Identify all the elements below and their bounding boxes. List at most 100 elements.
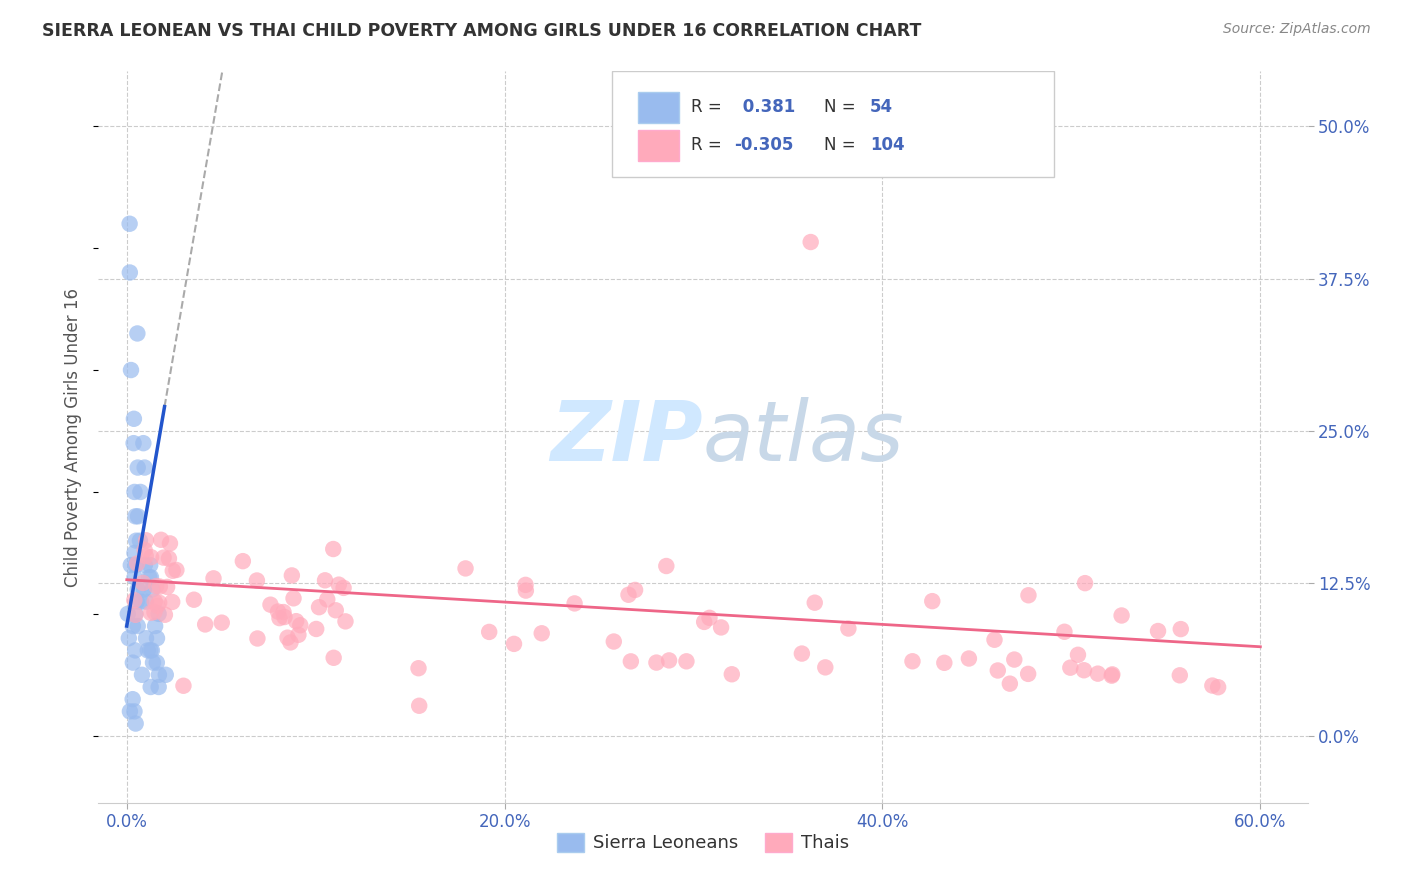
Point (273, 610, 295, 624)
Point (901, 654, 924, 668)
Point (148, 607, 170, 621)
Point (143, 619, 166, 633)
Text: R =: R = (690, 136, 721, 154)
Point (624, 582, 647, 597)
Point (1206, 680, 1229, 694)
Point (160, 595, 183, 609)
Point (1059, 661, 1081, 675)
Point (305, 622, 328, 636)
Text: ZIP: ZIP (550, 397, 703, 477)
Point (277, 631, 299, 645)
Point (131, 667, 153, 682)
Point (246, 574, 269, 588)
Point (139, 680, 162, 694)
Point (720, 667, 742, 681)
Point (124, 546, 146, 560)
Point (118, 705, 141, 719)
Point (1168, 668, 1191, 682)
Point (837, 622, 859, 636)
Point (124, 570, 146, 584)
Point (803, 596, 825, 610)
Point (148, 680, 170, 694)
Point (273, 605, 295, 619)
Point (287, 628, 309, 642)
Point (124, 705, 146, 719)
Point (136, 643, 159, 657)
Legend: Sierra Leoneans, Thais: Sierra Leoneans, Thais (550, 826, 856, 860)
Text: SIERRA LEONEAN VS THAI CHILD POVERTY AMONG GIRLS UNDER 16 CORRELATION CHART: SIERRA LEONEAN VS THAI CHILD POVERTY AMO… (42, 22, 921, 40)
Point (124, 607, 146, 622)
Point (998, 676, 1021, 690)
Point (129, 595, 152, 609)
Point (141, 582, 163, 597)
Point (335, 615, 357, 629)
Point (800, 235, 823, 249)
FancyBboxPatch shape (613, 71, 1053, 178)
Point (655, 559, 678, 574)
FancyBboxPatch shape (638, 92, 679, 122)
Point (202, 571, 225, 585)
Point (139, 550, 162, 565)
Point (118, 217, 141, 231)
Point (124, 716, 146, 731)
Point (146, 632, 169, 646)
Point (332, 581, 354, 595)
Point (515, 578, 537, 592)
Point (124, 509, 146, 524)
Point (121, 656, 143, 670)
Point (117, 607, 139, 621)
Point (148, 667, 170, 682)
Point (316, 592, 339, 607)
Point (1017, 666, 1039, 681)
Text: R =: R = (690, 98, 721, 116)
Text: N =: N = (824, 98, 855, 116)
Point (934, 656, 956, 670)
Point (987, 664, 1010, 678)
Point (693, 615, 716, 629)
Point (124, 643, 146, 657)
Point (658, 653, 681, 667)
Point (153, 607, 176, 622)
Point (408, 661, 430, 675)
Text: atlas: atlas (703, 397, 904, 477)
Point (132, 576, 155, 591)
Point (143, 605, 166, 619)
Point (957, 651, 980, 665)
Point (983, 632, 1005, 647)
Point (149, 580, 172, 594)
Point (790, 647, 813, 661)
Point (620, 654, 643, 668)
Point (328, 577, 350, 591)
Point (135, 632, 157, 646)
Point (122, 412, 145, 426)
Point (132, 436, 155, 450)
Point (710, 620, 733, 634)
Point (135, 595, 157, 609)
Point (1087, 666, 1109, 681)
Text: -0.305: -0.305 (734, 136, 794, 154)
Point (124, 593, 146, 607)
Point (162, 564, 184, 578)
Point (118, 266, 141, 280)
Point (125, 533, 148, 548)
Point (408, 698, 430, 713)
Point (135, 549, 157, 563)
Point (1002, 652, 1025, 666)
Point (120, 558, 142, 573)
Point (146, 599, 169, 613)
Point (139, 570, 162, 584)
Text: 54: 54 (870, 98, 893, 116)
Point (138, 570, 160, 584)
Point (124, 558, 146, 573)
Point (152, 550, 174, 565)
Point (143, 594, 166, 608)
Point (322, 541, 344, 556)
Y-axis label: Child Poverty Among Girls Under 16: Child Poverty Among Girls Under 16 (65, 287, 83, 587)
Point (135, 533, 157, 548)
Point (283, 591, 305, 606)
Point (124, 485, 146, 500)
Point (122, 619, 145, 633)
Point (183, 592, 205, 607)
Point (127, 557, 149, 571)
Point (1170, 622, 1192, 636)
